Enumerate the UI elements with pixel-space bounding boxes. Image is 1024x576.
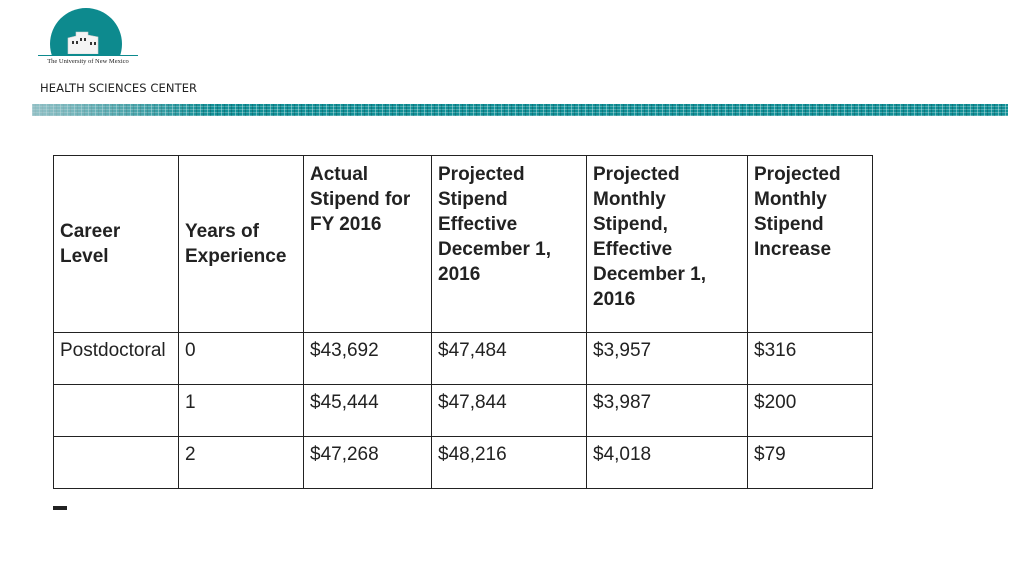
cell-years: 1 (178, 384, 304, 437)
cell-actual-stipend: $45,444 (303, 384, 432, 437)
stipend-table: Career Level Years of Experience Actual … (53, 155, 873, 489)
logo-divider (38, 55, 138, 56)
logo-emblem (36, 8, 140, 56)
cell-monthly-increase: $79 (747, 436, 873, 489)
building-icon (67, 31, 99, 54)
header-actual-stipend: Actual Stipend for FY 2016 (303, 155, 432, 333)
cell-career-level (53, 384, 179, 437)
table-header-row: Career Level Years of Experience Actual … (53, 155, 873, 333)
table-row: 1 $45,444 $47,844 $3,987 $200 (53, 384, 873, 437)
cell-career-level: Postdoctoral (53, 332, 179, 385)
cell-actual-stipend: $43,692 (303, 332, 432, 385)
header-monthly-increase: Projected Monthly Stipend Increase (747, 155, 873, 333)
table-row: 2 $47,268 $48,216 $4,018 $79 (53, 436, 873, 489)
cell-monthly-stipend: $3,957 (586, 332, 748, 385)
cell-actual-stipend: $47,268 (303, 436, 432, 489)
cell-projected-stipend: $47,844 (431, 384, 587, 437)
unm-logo: The University of New Mexico (36, 8, 140, 74)
cell-career-level (53, 436, 179, 489)
logo-text: The University of New Mexico (47, 58, 129, 65)
cell-monthly-increase: $316 (747, 332, 873, 385)
header-banner-fade (32, 104, 212, 116)
cell-years: 2 (178, 436, 304, 489)
header-projected-monthly-stipend: Projected Monthly Stipend, Effective Dec… (586, 155, 748, 333)
header-years-of-experience: Years of Experience (178, 155, 304, 333)
cell-monthly-increase: $200 (747, 384, 873, 437)
header-banner (32, 104, 1008, 116)
health-sciences-center-label: HEALTH SCIENCES CENTER (40, 81, 198, 95)
cell-monthly-stipend: $4,018 (586, 436, 748, 489)
cell-projected-stipend: $47,484 (431, 332, 587, 385)
cell-projected-stipend: $48,216 (431, 436, 587, 489)
cell-monthly-stipend: $3,987 (586, 384, 748, 437)
truncated-text-fragment (53, 506, 67, 510)
header-career-level: Career Level (53, 155, 179, 333)
table-row: Postdoctoral 0 $43,692 $47,484 $3,957 $3… (53, 332, 873, 385)
header-projected-stipend: Projected Stipend Effective December 1, … (431, 155, 587, 333)
cell-years: 0 (178, 332, 304, 385)
